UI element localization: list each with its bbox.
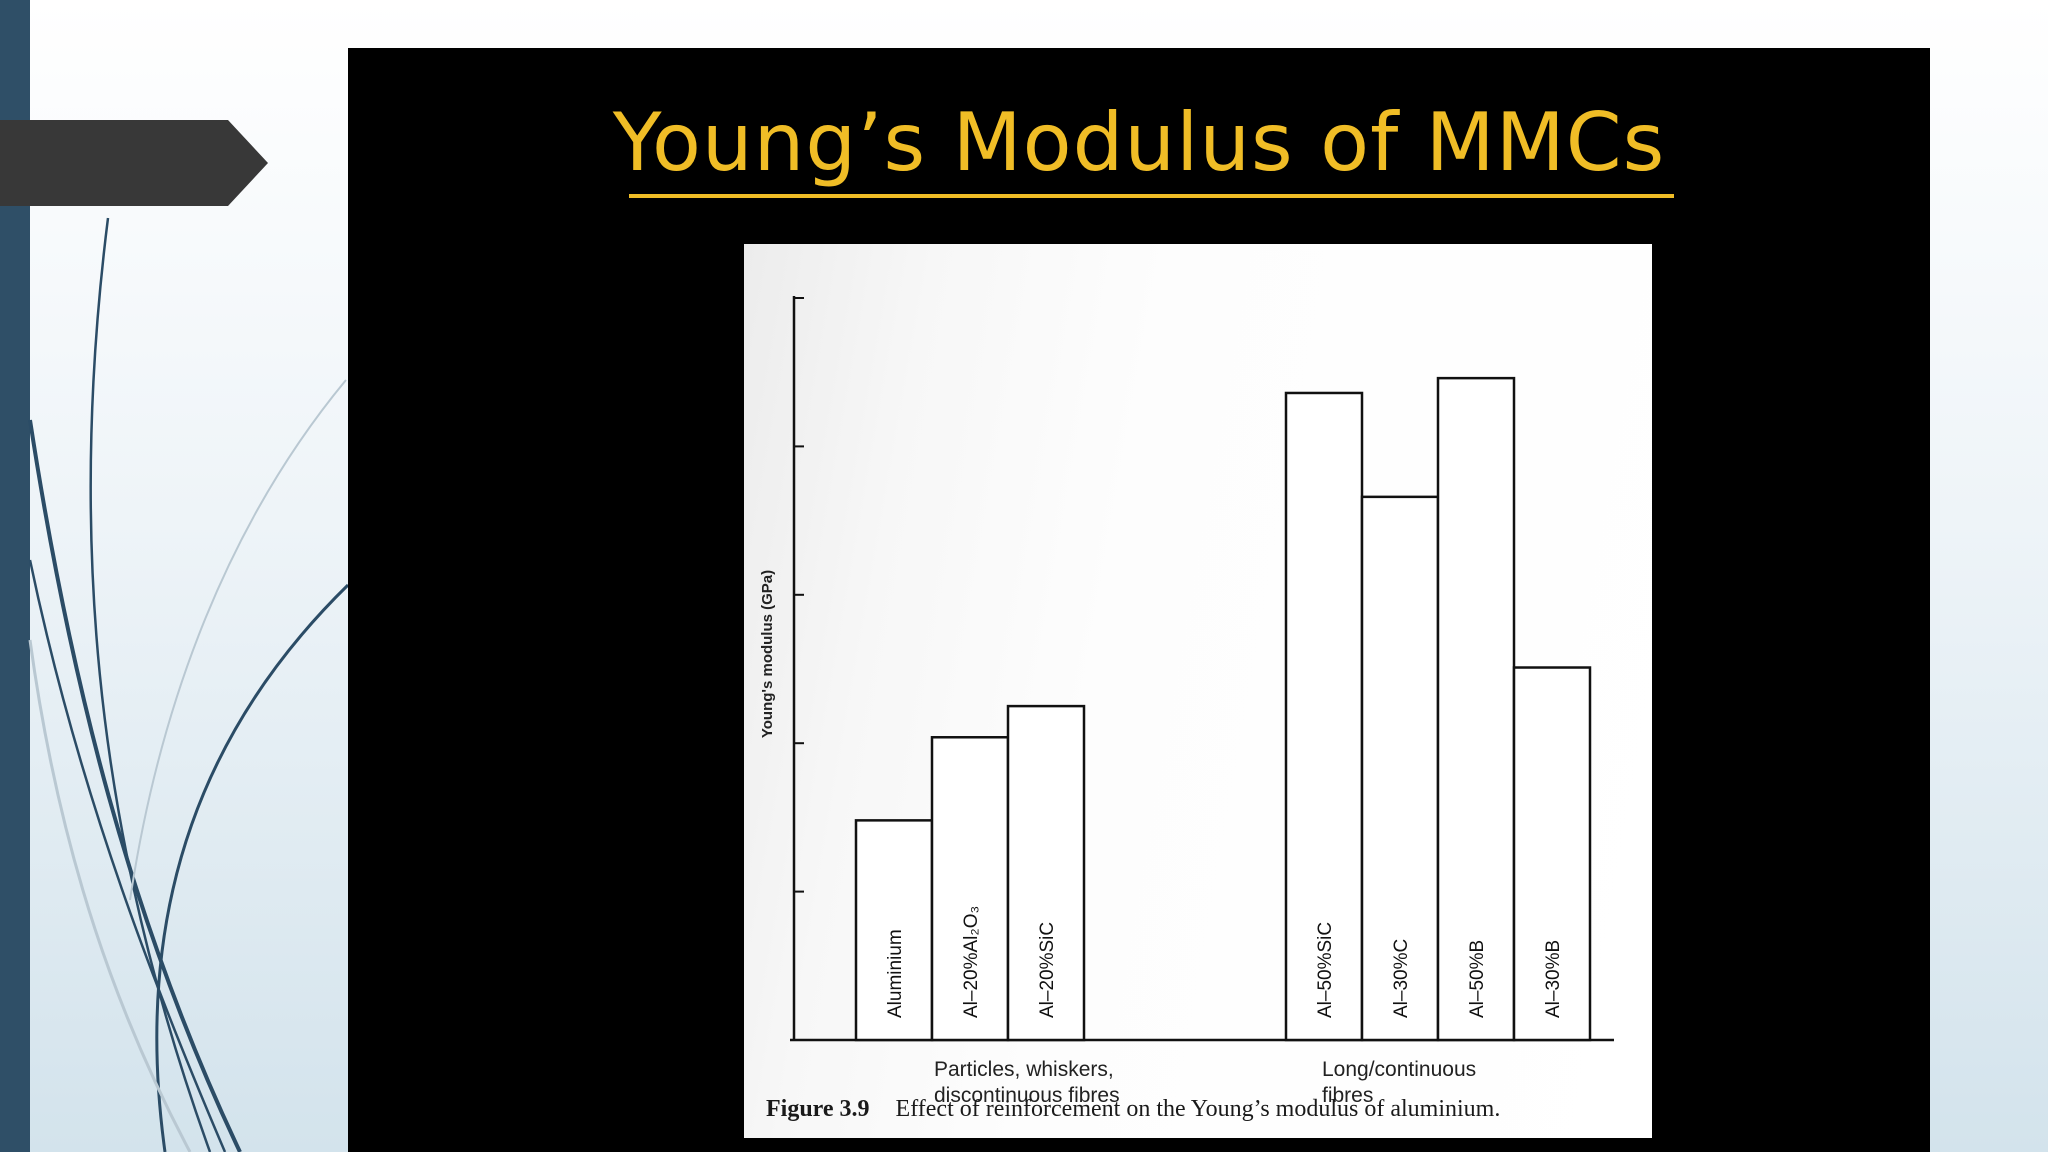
group-label: fibres: [1322, 1084, 1373, 1107]
arrow-tab-shape: [0, 120, 268, 206]
bar-category-label: Al–30%B: [1543, 940, 1564, 1018]
bar: [1512, 666, 1592, 1042]
bar-chart: Young's modulus (GPa) Aluminium Al–20%Al₂O…: [759, 296, 1614, 1107]
y-axis-label: Young's modulus (GPa): [759, 570, 776, 738]
title-underline: [629, 194, 1674, 198]
slide-panel: Young’s Modulus of MMCs Young's modulus …: [348, 48, 1930, 1152]
bar-category-label: Al–20%SiC: [1037, 922, 1058, 1018]
bar-category-label: Al–20%Al₂O₃: [961, 906, 982, 1018]
bar-category-label: Aluminium: [885, 929, 906, 1018]
bar-category-label: Al–30%C: [1391, 939, 1412, 1018]
bar: [1006, 704, 1086, 1042]
slide-title: Young’s Modulus of MMCs: [612, 96, 1666, 189]
bar: [1436, 376, 1516, 1042]
bar-category-label: Al–50%SiC: [1315, 922, 1336, 1018]
bar: [1360, 495, 1440, 1042]
figure-caption: Figure 3.9 Effect of reinforcement on the…: [766, 1096, 1500, 1123]
group-label: discontinuous fibres: [934, 1084, 1120, 1107]
caption-figure-number: Figure 3.9: [766, 1096, 870, 1122]
group-label: Long/continuous: [1322, 1058, 1476, 1081]
caption-text: Effect of reinforcement on the Young’s m…: [895, 1096, 1501, 1122]
bar: [1284, 391, 1364, 1042]
bar-category-label: Al–50%B: [1467, 940, 1488, 1018]
chart-figure: Young's modulus (GPa) Aluminium Al–20%Al₂O…: [744, 244, 1652, 1138]
group-label: Particles, whiskers,: [934, 1058, 1114, 1081]
bar: [854, 819, 934, 1042]
decorative-swoosh-lines: [28, 217, 350, 1152]
